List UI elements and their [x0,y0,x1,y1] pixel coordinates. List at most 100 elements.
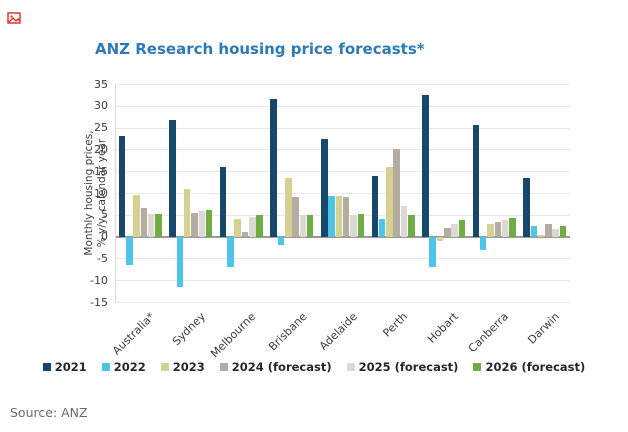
bar [155,213,162,237]
gridline [115,214,570,216]
bar [371,175,379,237]
bar [205,210,213,237]
bar [169,119,176,237]
legend-swatch [219,363,228,371]
bar [422,94,429,237]
bar [545,223,552,237]
gridline [115,280,570,282]
legend: 2021 2022 2023 2024 (forecast) 2025 (forecas… [0,360,628,374]
bar [176,236,184,287]
x-category-label: Australia* [109,310,158,358]
legend-swatch [101,363,110,371]
x-category-label: Sydney [170,310,209,348]
legend-label: 2022 [113,360,146,374]
y-tick-label: 15 [94,164,108,178]
bar [285,177,292,237]
legend-item: 2021 [42,360,87,374]
bar [270,99,277,237]
bar [357,213,364,237]
bar [479,236,487,250]
gridline [115,171,570,173]
y-axis-line [115,84,116,302]
plot-area [115,84,570,303]
bar [523,177,530,237]
y-tick-label: 0 [101,230,108,244]
x-category-label: Canberra [466,310,512,356]
bar [147,213,155,237]
x-category-label: Darwin [525,310,562,347]
y-tick-label: 20 [94,142,108,156]
broken-image-icon [7,9,21,24]
bar [321,139,328,237]
legend-item: 2025 (forecast) [346,360,459,374]
x-category-labels: Australia* Sydney Melbourne Brisbane Adelaid… [110,302,570,362]
zero-axis-line [115,235,570,238]
bar [393,149,400,237]
gridline [115,302,570,303]
x-category-label: Hobart [425,310,461,346]
bar [249,216,256,237]
legend-item: 2023 [160,360,205,374]
gridline [115,193,570,194]
gridline [115,149,570,151]
source-note: Source: ANZ [10,405,88,420]
y-tick-label: -5 [97,251,108,265]
y-tick-label: 35 [94,77,108,91]
bar [328,196,335,237]
x-category-label: Perth [380,310,411,340]
bar [458,219,466,237]
y-tick-labels: 35 30 25 20 15 10 5 0 -5 -10 -15 [68,79,108,308]
legend-label: 2025 (forecast) [358,360,459,374]
legend-item: 2024 (forecast) [219,360,332,374]
bar [429,236,436,268]
legend-item: 2026 (forecast) [473,360,585,374]
bar [400,206,408,237]
bar [292,197,299,237]
bar [335,196,343,237]
bar [140,208,148,237]
bar [219,166,227,237]
bar [183,188,191,237]
bar [552,228,559,237]
bar [191,213,198,237]
x-category-label: Brisbane [265,310,310,354]
bar [501,220,509,237]
legend-swatch [42,363,51,371]
bar [509,218,516,237]
bar [234,219,241,237]
bar [386,166,393,237]
y-tick-label: 10 [94,186,108,200]
bar [408,214,415,237]
bar [436,236,444,241]
bar [494,222,502,237]
bar [118,136,126,237]
gridline [115,127,570,129]
bar [299,214,307,237]
bar [350,214,357,237]
legend-label: 2023 [172,360,205,374]
bar [198,211,206,237]
bar [444,227,451,237]
bar [342,197,350,237]
bar [487,223,494,237]
y-tick-label: -15 [90,295,108,309]
bar [241,232,249,237]
bar [451,223,458,237]
y-tick-label: -10 [90,273,108,287]
bar [133,195,140,237]
gridline [115,84,570,85]
legend-label: 2026 (forecast) [485,360,586,374]
bar [472,125,480,237]
legend-item: 2022 [101,360,146,374]
bar [537,235,545,237]
x-category-label: Adelaide [316,310,360,353]
y-tick-label: 5 [101,208,108,222]
legend-swatch [160,363,169,371]
legend-swatch [346,363,355,371]
bar [126,236,133,265]
legend-label: 2021 [54,360,87,374]
bar [378,219,386,237]
legend-swatch [473,363,482,371]
bar [559,225,567,237]
